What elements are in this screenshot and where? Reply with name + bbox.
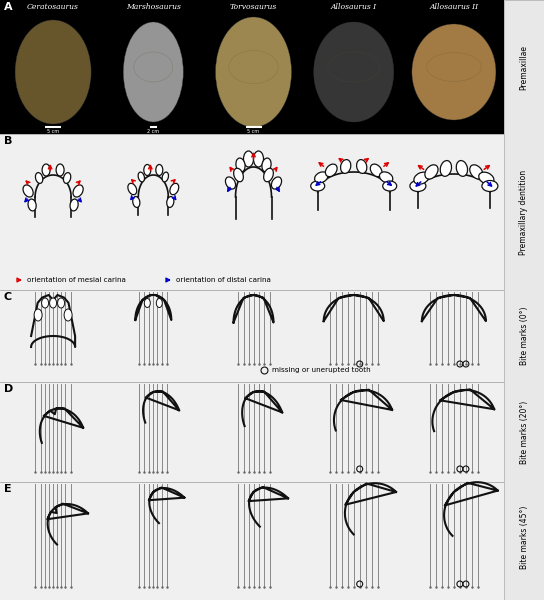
Text: E: E <box>4 484 11 494</box>
Ellipse shape <box>479 172 494 184</box>
Ellipse shape <box>370 164 382 176</box>
Text: B: B <box>4 136 13 146</box>
Ellipse shape <box>456 161 467 176</box>
Bar <box>504 0 544 600</box>
Ellipse shape <box>233 168 243 182</box>
Ellipse shape <box>144 298 150 307</box>
Ellipse shape <box>28 199 36 211</box>
Ellipse shape <box>156 298 162 307</box>
Ellipse shape <box>70 199 78 211</box>
Ellipse shape <box>156 164 163 175</box>
Ellipse shape <box>50 298 57 308</box>
Text: Premaxillae: Premaxillae <box>520 44 529 89</box>
Ellipse shape <box>170 184 179 194</box>
Ellipse shape <box>440 161 452 176</box>
Ellipse shape <box>166 197 174 208</box>
Text: D: D <box>4 384 13 394</box>
Ellipse shape <box>264 168 273 182</box>
Ellipse shape <box>382 181 397 191</box>
Ellipse shape <box>58 298 65 308</box>
Ellipse shape <box>357 160 367 173</box>
Text: 5 cm: 5 cm <box>248 129 259 134</box>
Ellipse shape <box>311 181 325 191</box>
Ellipse shape <box>64 309 72 321</box>
Text: Allosaurus I: Allosaurus I <box>331 3 377 11</box>
Ellipse shape <box>412 24 496 120</box>
Ellipse shape <box>414 172 429 184</box>
Ellipse shape <box>410 181 426 191</box>
Text: Bite marks (45°): Bite marks (45°) <box>520 505 529 569</box>
Ellipse shape <box>35 173 43 184</box>
Ellipse shape <box>470 165 483 179</box>
Ellipse shape <box>225 177 236 189</box>
Ellipse shape <box>236 158 245 172</box>
Ellipse shape <box>215 17 292 127</box>
Ellipse shape <box>23 185 33 197</box>
Text: Marshosaurus: Marshosaurus <box>126 3 181 11</box>
Ellipse shape <box>254 151 263 167</box>
Ellipse shape <box>133 197 140 208</box>
Ellipse shape <box>482 181 498 191</box>
Ellipse shape <box>73 185 83 197</box>
Text: C: C <box>4 292 12 302</box>
Ellipse shape <box>64 173 71 184</box>
Text: Bite marks (20°): Bite marks (20°) <box>520 400 529 464</box>
Ellipse shape <box>144 164 151 175</box>
Ellipse shape <box>425 165 438 179</box>
Ellipse shape <box>41 298 48 308</box>
Ellipse shape <box>244 151 254 167</box>
Ellipse shape <box>42 164 50 176</box>
Ellipse shape <box>325 164 337 176</box>
Text: Allosaurus II: Allosaurus II <box>429 3 479 11</box>
Ellipse shape <box>341 160 351 173</box>
Ellipse shape <box>262 158 271 172</box>
Ellipse shape <box>56 164 64 176</box>
Bar <box>0 0 504 134</box>
Text: Premaxillary dentition: Premaxillary dentition <box>520 169 529 254</box>
Text: Ceratosaurus: Ceratosaurus <box>27 3 79 11</box>
Text: 5 cm: 5 cm <box>47 129 59 134</box>
Ellipse shape <box>34 309 42 321</box>
Text: orientation of mesial carina: orientation of mesial carina <box>27 277 126 283</box>
Text: Bite marks (0°): Bite marks (0°) <box>520 307 529 365</box>
Ellipse shape <box>15 20 91 124</box>
Text: 2 cm: 2 cm <box>147 129 159 134</box>
Text: missing or unerupted tooth: missing or unerupted tooth <box>271 367 370 373</box>
Ellipse shape <box>314 172 328 183</box>
Text: A: A <box>4 2 13 12</box>
Ellipse shape <box>128 184 137 194</box>
Ellipse shape <box>271 177 282 189</box>
Ellipse shape <box>138 172 145 182</box>
Ellipse shape <box>123 22 183 122</box>
Text: orientation of distal carina: orientation of distal carina <box>176 277 271 283</box>
Text: Torvosaurus: Torvosaurus <box>230 3 277 11</box>
Ellipse shape <box>380 172 393 183</box>
Ellipse shape <box>162 172 169 182</box>
Ellipse shape <box>314 22 394 122</box>
